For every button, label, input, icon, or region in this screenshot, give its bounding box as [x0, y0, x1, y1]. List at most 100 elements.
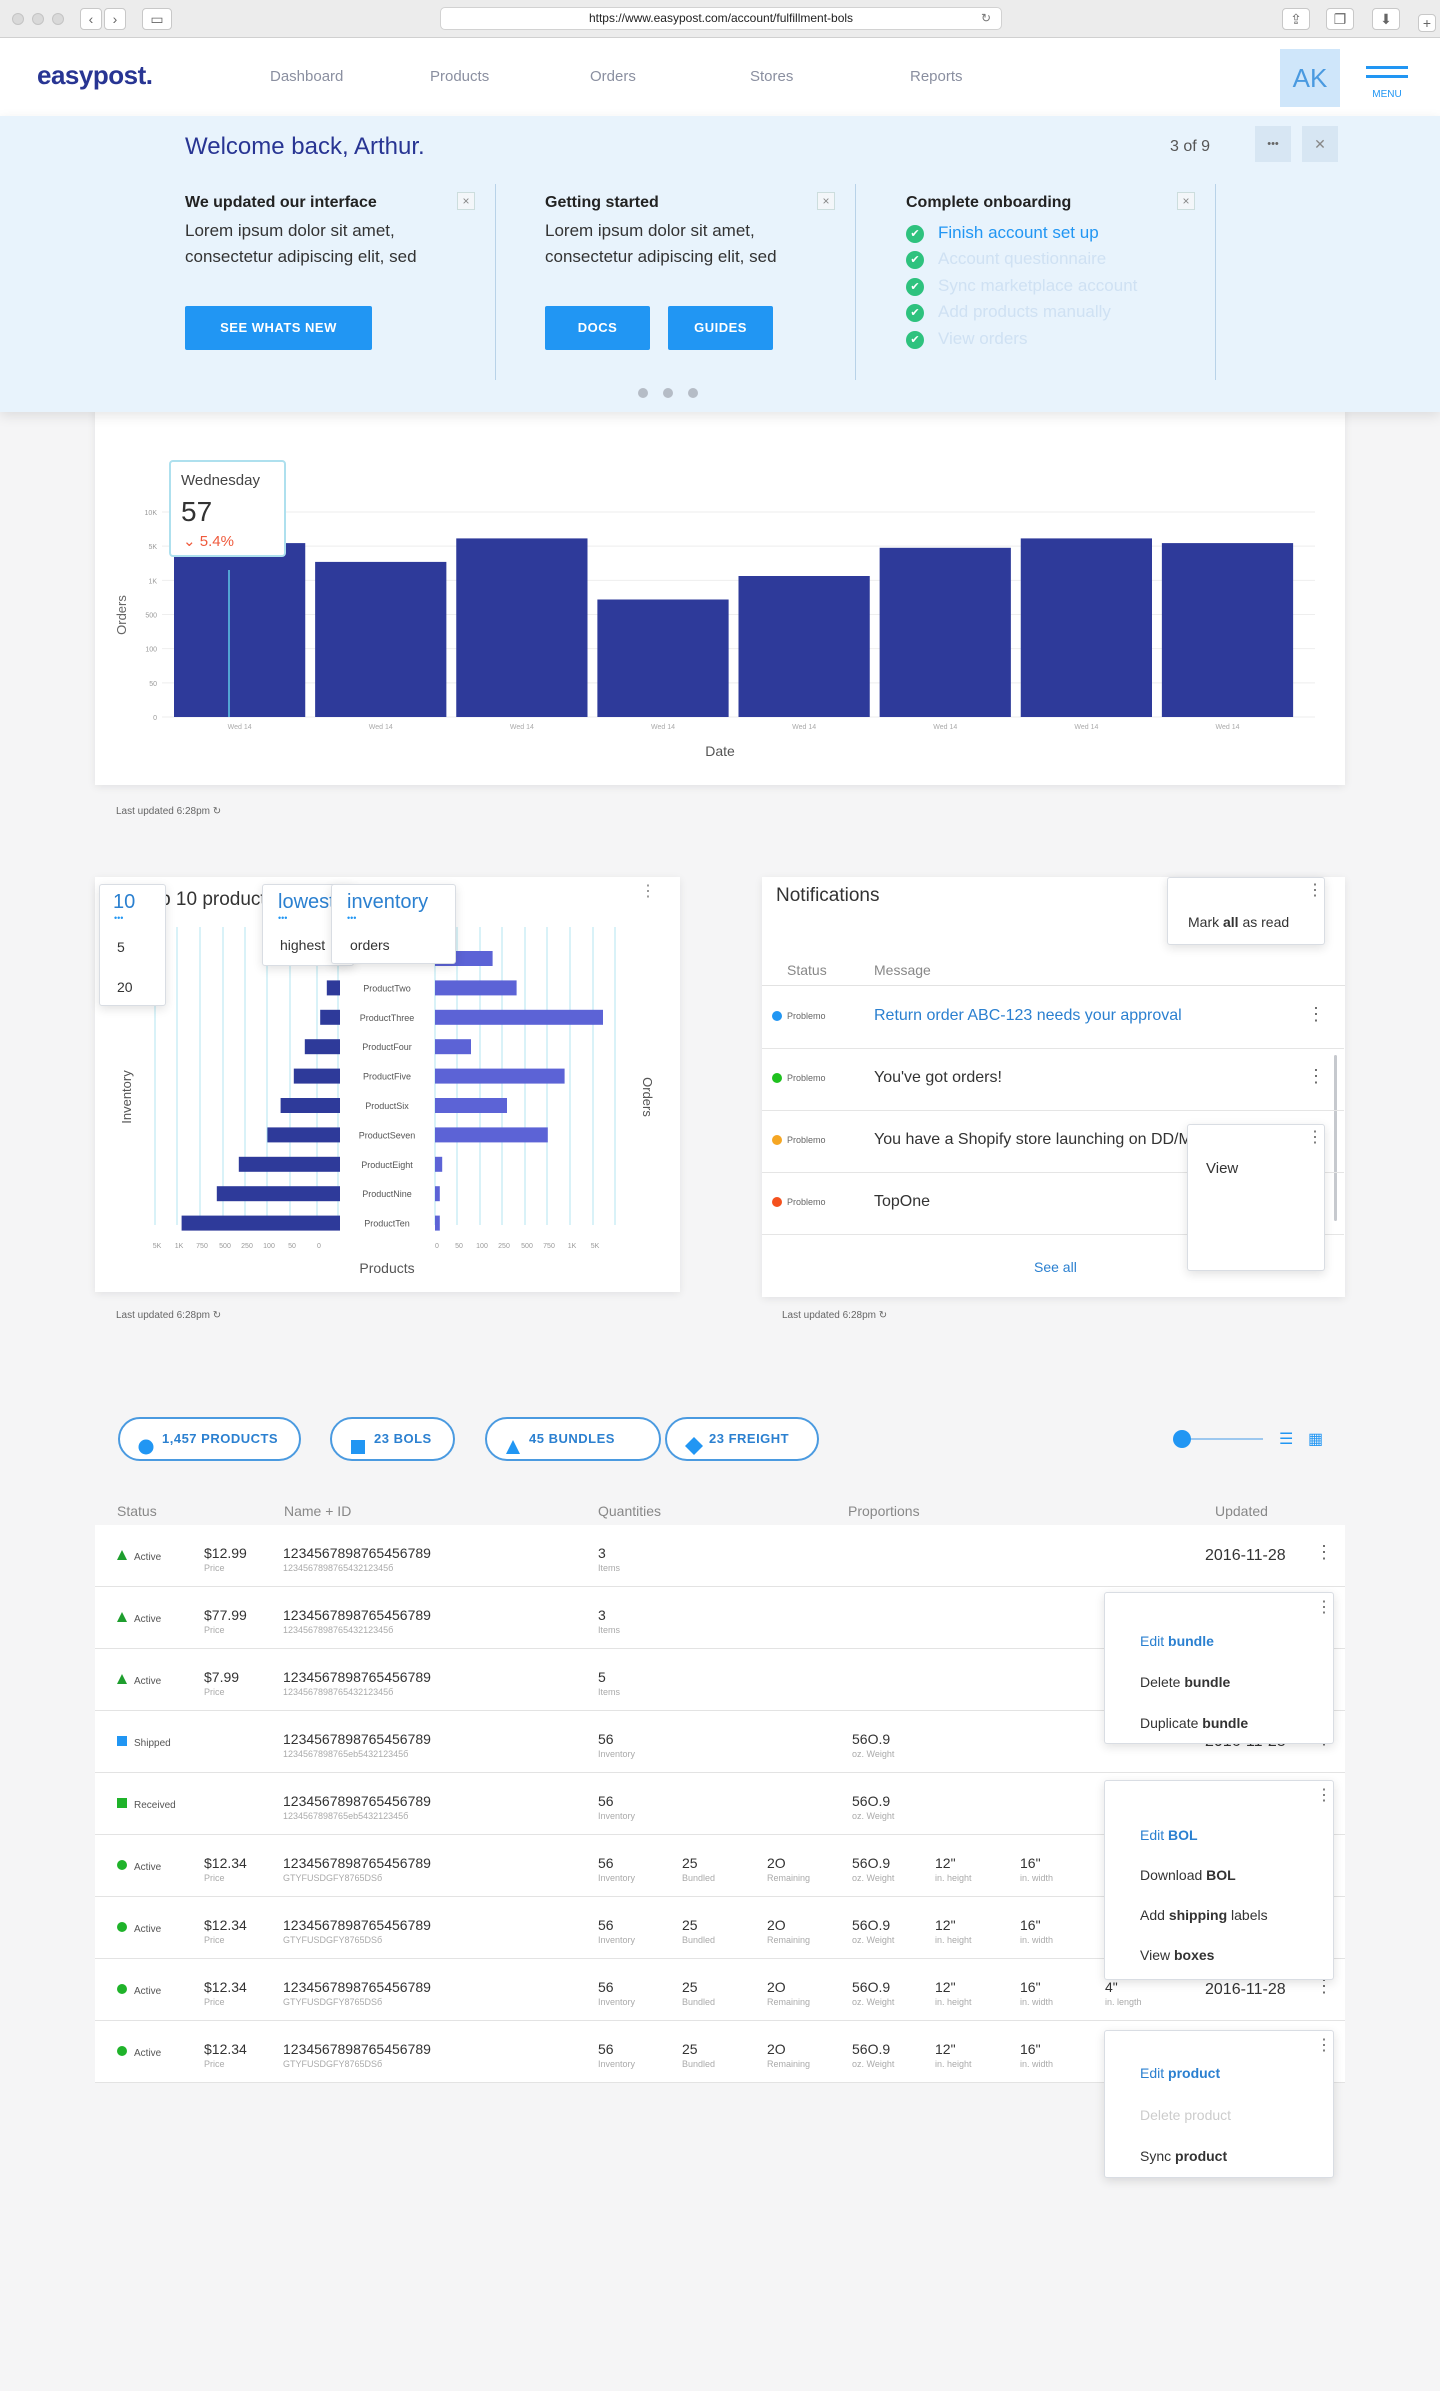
guides-button[interactable]: GUIDES: [668, 306, 773, 350]
notification-message[interactable]: You have a Shopify store launching on DD…: [874, 1131, 1231, 1148]
sort-selected[interactable]: lowest: [278, 891, 335, 913]
carousel-dot[interactable]: [663, 388, 673, 398]
new-tab-icon[interactable]: +: [1418, 14, 1436, 32]
refresh-icon[interactable]: ↻: [212, 1310, 222, 1321]
kebab-icon[interactable]: ⋮: [1315, 1542, 1333, 1562]
th-status[interactable]: Status: [117, 1503, 157, 1519]
refresh-icon[interactable]: ↻: [878, 1310, 888, 1321]
nav-stores[interactable]: Stores: [750, 68, 794, 85]
refresh-icon[interactable]: ↻: [212, 806, 222, 817]
window-minimize-dot[interactable]: [32, 13, 44, 25]
avatar[interactable]: AK: [1280, 49, 1340, 107]
view-option[interactable]: View: [1206, 1160, 1239, 1177]
carousel-dot[interactable]: [638, 388, 648, 398]
card1-close-icon[interactable]: ×: [457, 192, 475, 210]
th-proportions[interactable]: Proportions: [848, 1503, 920, 1519]
window-zoom-dot[interactable]: [52, 13, 64, 25]
th-name[interactable]: Name + ID: [284, 1503, 352, 1519]
onboarding-item-2[interactable]: ✔ Account questionnaire: [906, 249, 1106, 269]
mark-all-read[interactable]: Mark all as read: [1188, 914, 1290, 930]
count-dropdown[interactable]: 10 ••• 5 20: [99, 884, 166, 1006]
grid-view-icon[interactable]: ▦: [1308, 1431, 1324, 1448]
mark-all-dropdown[interactable]: ⋮ Mark all as read: [1167, 877, 1325, 945]
nav-orders[interactable]: Orders: [590, 68, 636, 85]
back-icon[interactable]: ‹: [80, 8, 102, 30]
edit-bol[interactable]: Edit BOL: [1140, 1827, 1198, 1843]
duplicate-bundle[interactable]: Duplicate bundle: [1140, 1715, 1249, 1731]
list-view-icon[interactable]: ☰: [1279, 1431, 1294, 1448]
menu-button[interactable]: MENU: [1364, 66, 1410, 102]
more-icon[interactable]: •••: [1255, 126, 1291, 162]
kebab-icon[interactable]: ⋮: [1315, 1976, 1333, 1996]
count-option-20[interactable]: 20: [117, 979, 133, 995]
address-bar[interactable]: https://www.easypost.com/account/fulfill…: [440, 7, 1002, 30]
close-icon[interactable]: ✕: [1302, 126, 1338, 162]
edit-bundle[interactable]: Edit bundle: [1140, 1633, 1214, 1649]
sort-option-highest[interactable]: highest: [280, 937, 326, 953]
view-boxes[interactable]: View boxes: [1140, 1947, 1215, 1963]
forward-icon[interactable]: ›: [104, 8, 126, 30]
filter-triangle[interactable]: 45 BUNDLES: [485, 1417, 661, 1461]
onboarding-item-5[interactable]: ✔ View orders: [906, 329, 1027, 349]
card2-close-icon[interactable]: ×: [817, 192, 835, 210]
reload-icon[interactable]: ↻: [980, 11, 991, 25]
status-dot: [772, 1197, 782, 1207]
filter-diamond[interactable]: 23 FREIGHT: [665, 1417, 819, 1461]
table-row[interactable]: Active $12.99 Price 1234567898765456789 1234…: [95, 1525, 1345, 1587]
table-row[interactable]: Active $12.34 Price 1234567898765456789 GTYF…: [95, 1959, 1345, 2021]
share-icon[interactable]: ⇪: [1282, 8, 1310, 30]
card3-close-icon[interactable]: ×: [1177, 192, 1195, 210]
notification-row[interactable]: Problemo You have a Shopify store launchi…: [762, 1111, 1344, 1173]
status-text: Active: [134, 1614, 162, 1625]
download-icon[interactable]: ⬇: [1372, 8, 1400, 30]
metric-dropdown[interactable]: inventory ••• orders: [331, 884, 456, 964]
zoom-slider[interactable]: [1173, 1430, 1265, 1448]
kebab-icon[interactable]: ⋮: [1307, 882, 1323, 899]
carousel-dot[interactable]: [688, 388, 698, 398]
sidebar-toggle-icon[interactable]: ▭: [142, 8, 172, 30]
filter-square[interactable]: 23 BOLS: [330, 1417, 455, 1461]
scrollbar[interactable]: [1334, 1055, 1337, 1221]
kebab-icon[interactable]: ⋮: [1316, 1599, 1332, 1616]
filter-circle[interactable]: 1,457 PRODUCTS: [118, 1417, 301, 1461]
notification-message[interactable]: Return order ABC-123 needs your approval: [874, 1007, 1182, 1024]
see-whats-new-button[interactable]: SEE WHATS NEW: [185, 306, 372, 350]
nav-reports[interactable]: Reports: [910, 68, 963, 85]
sync-product[interactable]: Sync product: [1140, 2148, 1228, 2164]
kebab-icon[interactable]: ⋮: [1316, 1787, 1332, 1804]
nav-products[interactable]: Products: [430, 68, 490, 85]
onboarding-item-4[interactable]: ✔ Add products manually: [906, 302, 1111, 322]
kebab-icon[interactable]: ⋮: [1316, 2037, 1332, 2054]
see-all-link[interactable]: See all: [1034, 1259, 1077, 1275]
add-shipping-labels[interactable]: Add shipping labels: [1140, 1907, 1268, 1923]
notification-message[interactable]: You've got orders!: [874, 1069, 1002, 1086]
product-menu[interactable]: ⋮ Edit product Delete product Sync produ…: [1104, 2030, 1334, 2178]
metric-option-orders[interactable]: orders: [350, 937, 390, 953]
slider-handle[interactable]: [1173, 1430, 1191, 1448]
kebab-icon[interactable]: ⋮: [1307, 1129, 1323, 1146]
download-bol[interactable]: Download BOL: [1140, 1867, 1236, 1883]
onboarding-item-1[interactable]: ✔ Finish account set up: [906, 223, 1099, 243]
kebab-icon[interactable]: ⋮: [1307, 1066, 1325, 1086]
bol-menu[interactable]: ⋮ Edit BOL Download BOL Add shipping lab…: [1104, 1780, 1334, 1980]
count-selected[interactable]: 10: [113, 891, 136, 913]
kebab-icon[interactable]: ⋮: [1307, 1004, 1325, 1024]
onboarding-item-3[interactable]: ✔ Sync marketplace account: [906, 276, 1137, 296]
th-updated[interactable]: Updated: [1215, 1503, 1268, 1519]
edit-product[interactable]: Edit product: [1140, 2065, 1221, 2081]
metric-selected[interactable]: inventory: [347, 891, 429, 913]
notification-row[interactable]: Problemo You've got orders! ⋮: [762, 1049, 1344, 1111]
docs-button[interactable]: DOCS: [545, 306, 650, 350]
easypost-logo[interactable]: easypost.: [37, 60, 153, 90]
notification-message[interactable]: TopOne: [874, 1193, 931, 1210]
notification-row[interactable]: Problemo TopOne: [762, 1173, 1344, 1235]
th-quantities[interactable]: Quantities: [598, 1503, 662, 1519]
notification-row-menu[interactable]: ⋮ View: [1187, 1124, 1325, 1271]
delete-bundle[interactable]: Delete bundle: [1140, 1674, 1231, 1690]
nav-dashboard[interactable]: Dashboard: [270, 68, 344, 85]
notification-row[interactable]: Problemo Return order ABC-123 needs your …: [762, 987, 1344, 1049]
bundle-menu[interactable]: ⋮ Edit bundle Delete bundle Duplicate bu…: [1104, 1592, 1334, 1744]
count-option-5[interactable]: 5: [117, 939, 125, 955]
window-close-dot[interactable]: [12, 13, 24, 25]
tabs-icon[interactable]: ❐: [1326, 8, 1354, 30]
